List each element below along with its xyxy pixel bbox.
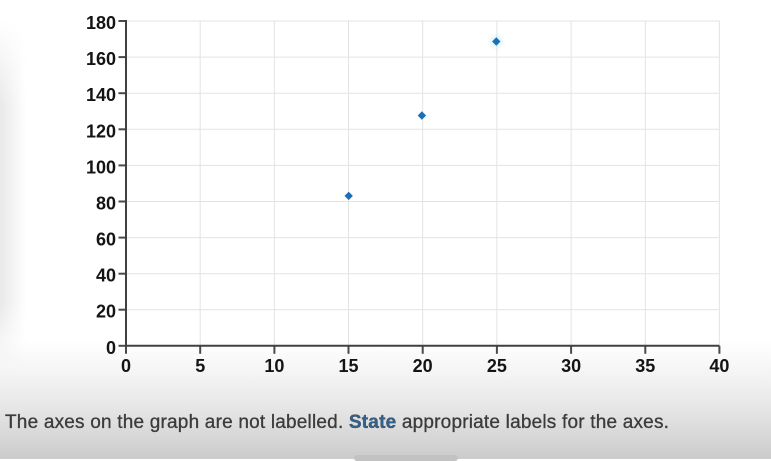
svg-text:40: 40 (709, 356, 729, 376)
svg-text:30: 30 (561, 356, 581, 376)
svg-text:10: 10 (264, 356, 284, 376)
svg-text:25: 25 (487, 356, 507, 376)
svg-text:15: 15 (338, 356, 358, 376)
svg-text:0: 0 (106, 338, 116, 358)
svg-text:35: 35 (635, 356, 655, 376)
svg-text:20: 20 (413, 356, 433, 376)
svg-text:120: 120 (86, 121, 116, 141)
svg-text:180: 180 (86, 13, 116, 33)
svg-text:0: 0 (121, 356, 131, 376)
svg-text:160: 160 (86, 49, 116, 69)
svg-text:40: 40 (96, 266, 116, 286)
svg-text:60: 60 (96, 230, 116, 250)
svg-text:20: 20 (96, 302, 116, 322)
svg-text:140: 140 (86, 85, 116, 105)
svg-text:5: 5 (195, 356, 205, 376)
svg-text:100: 100 (86, 157, 116, 177)
svg-text:80: 80 (96, 194, 116, 214)
